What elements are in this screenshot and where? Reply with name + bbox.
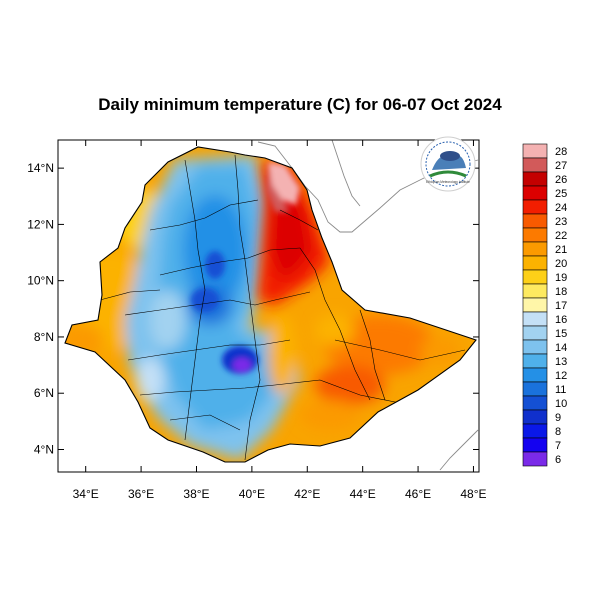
colorbar-label: 28 xyxy=(555,146,567,158)
colorbar-swatch xyxy=(522,367,548,383)
colorbar-label: 10 xyxy=(555,398,567,410)
colorbar: 28 27 26 25 24 23 22 21 20 19 18 17 16 15 14 13 12 11 10 9 8… xyxy=(522,143,567,467)
y-tick-label: 12°N xyxy=(27,217,54,231)
colorbar-label: 18 xyxy=(555,286,567,298)
colorbar-swatch xyxy=(522,199,548,215)
colorbar-label: 6 xyxy=(555,454,561,466)
ethiopian-meteorology-institute-logo: Ethiopian Meteorology Institute xyxy=(420,136,476,192)
colorbar-swatch xyxy=(522,269,548,285)
colorbar-label: 22 xyxy=(555,230,567,242)
y-tick-label: 10°N xyxy=(27,274,54,288)
x-tick-label: 42°E xyxy=(294,487,320,501)
colorbar-swatch xyxy=(522,143,548,159)
colorbar-swatch xyxy=(522,409,548,425)
x-tick-label: 36°E xyxy=(128,487,154,501)
colorbar-swatch xyxy=(522,353,548,369)
colorbar-swatch xyxy=(522,325,548,341)
y-tick-label: 8°N xyxy=(34,330,54,344)
colorbar-swatch xyxy=(522,171,548,187)
y-tick-label: 4°N xyxy=(34,442,54,456)
colorbar-swatch xyxy=(522,339,548,355)
colorbar-swatch xyxy=(522,437,548,453)
colorbar-swatch xyxy=(522,157,548,173)
colorbar-label: 14 xyxy=(555,342,567,354)
axis-tick-labels: 34°E 36°E 38°E 40°E 42°E 44°E 46°E 48°E 14°N 12°N… xyxy=(27,161,486,501)
colorbar-swatch xyxy=(522,395,548,411)
colorbar-label: 8 xyxy=(555,426,561,438)
colorbar-label: 11 xyxy=(555,384,566,396)
colorbar-label: 17 xyxy=(555,300,567,312)
colorbar-swatch xyxy=(522,297,548,313)
y-tick-label: 6°N xyxy=(34,386,54,400)
colorbar-label: 19 xyxy=(555,272,567,284)
x-tick-label: 46°E xyxy=(405,487,431,501)
logo-text: Ethiopian Meteorology Institute xyxy=(426,180,470,184)
colorbar-label: 24 xyxy=(555,202,567,214)
colorbar-swatch xyxy=(522,255,548,271)
x-tick-label: 38°E xyxy=(183,487,209,501)
colorbar-label: 15 xyxy=(555,328,567,340)
y-tick-label: 14°N xyxy=(27,161,54,175)
x-tick-label: 34°E xyxy=(73,487,99,501)
axis-ticks xyxy=(58,140,479,472)
colorbar-label: 20 xyxy=(555,258,567,270)
colorbar-swatch xyxy=(522,283,548,299)
colorbar-label: 16 xyxy=(555,314,567,326)
colorbar-swatch xyxy=(522,185,548,201)
colorbar-swatch xyxy=(522,381,548,397)
colorbar-label: 23 xyxy=(555,216,567,228)
x-tick-label: 44°E xyxy=(350,487,376,501)
colorbar-label: 7 xyxy=(555,440,561,452)
colorbar-label: 13 xyxy=(555,356,567,368)
colorbar-swatch xyxy=(522,311,548,327)
map-title: Daily minimum temperature (C) for 06-07 … xyxy=(98,95,502,114)
colorbar-swatch xyxy=(522,451,548,467)
colorbar-swatch xyxy=(522,213,548,229)
colorbar-swatch xyxy=(522,241,548,257)
x-tick-label: 40°E xyxy=(239,487,265,501)
x-tick-label: 48°E xyxy=(460,487,486,501)
colorbar-label: 12 xyxy=(555,370,567,382)
colorbar-label: 26 xyxy=(555,174,567,186)
colorbar-label: 25 xyxy=(555,188,567,200)
colorbar-label: 9 xyxy=(555,412,561,424)
colorbar-swatch xyxy=(522,227,548,243)
zone-boundaries xyxy=(99,154,466,461)
colorbar-label: 21 xyxy=(555,244,567,256)
plot-frame xyxy=(57,139,480,473)
colorbar-label: 27 xyxy=(555,160,567,172)
colorbar-swatch xyxy=(522,423,548,439)
